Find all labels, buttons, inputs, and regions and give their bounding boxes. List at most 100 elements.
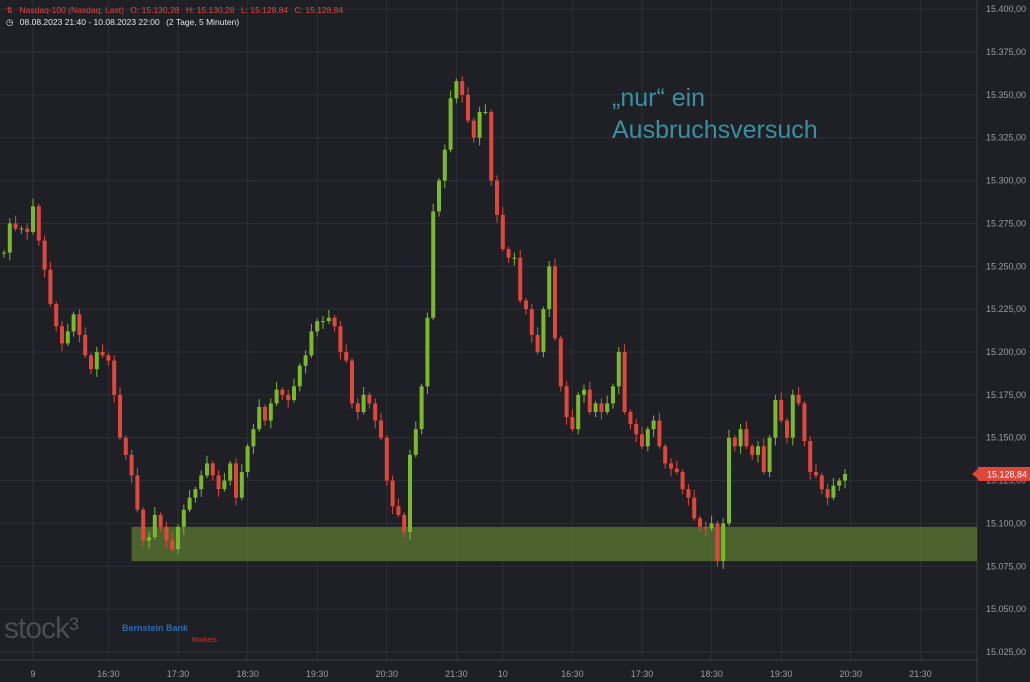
candle-body xyxy=(825,489,830,498)
candle-body xyxy=(129,454,134,476)
candle-body xyxy=(118,394,122,438)
candle-body xyxy=(709,523,714,529)
last-price-pointer xyxy=(972,468,978,479)
candle-body xyxy=(564,386,569,418)
x-tick-label: 17:30 xyxy=(167,669,190,679)
candle-body xyxy=(355,403,360,412)
candle-body xyxy=(367,394,372,404)
candle-body xyxy=(31,206,35,232)
candle-body xyxy=(106,355,111,361)
candle-body xyxy=(524,300,528,310)
candle-body xyxy=(500,214,505,250)
candle-body xyxy=(593,403,598,412)
candle-body xyxy=(796,394,801,404)
x-tick-label: 18:30 xyxy=(700,669,723,679)
candle-body xyxy=(187,497,192,510)
candle-body xyxy=(384,437,389,481)
candle-body xyxy=(158,514,163,527)
candle-body xyxy=(216,475,221,490)
candle-body xyxy=(42,240,47,270)
candle-body xyxy=(750,446,755,455)
candle-body xyxy=(506,249,511,258)
candle-body xyxy=(257,406,262,430)
candle-body xyxy=(831,485,836,498)
candle-body xyxy=(785,420,789,438)
candle-body xyxy=(466,94,470,121)
candle-body xyxy=(732,437,737,447)
candle-body xyxy=(442,149,447,181)
candle-body xyxy=(814,472,818,476)
candle-body xyxy=(89,355,93,370)
close-value: C: 15.128,84 xyxy=(294,5,344,15)
candle-body xyxy=(19,228,24,230)
candle-body xyxy=(640,434,644,447)
candle-body xyxy=(460,81,465,95)
x-tick-label: 18:30 xyxy=(236,669,259,679)
candle-body xyxy=(477,112,482,138)
y-tick-label: 15.175,00 xyxy=(986,390,1026,400)
candle-body xyxy=(541,309,546,352)
candle-body xyxy=(512,257,517,259)
x-tick-label: 19:30 xyxy=(306,669,329,679)
candle-body xyxy=(54,304,59,327)
candle-body xyxy=(657,420,662,447)
candle-body xyxy=(576,394,581,430)
candle-body xyxy=(205,463,209,476)
candle-body xyxy=(199,475,204,490)
y-tick-label: 15.375,00 xyxy=(986,47,1026,57)
candle-body xyxy=(228,463,233,481)
candle-body xyxy=(286,394,291,400)
candle-body xyxy=(361,394,366,412)
y-tick-label: 15.325,00 xyxy=(986,133,1026,143)
candle-body xyxy=(437,180,441,212)
y-tick-label: 15.275,00 xyxy=(986,218,1026,228)
candle-body xyxy=(402,514,407,532)
candle-body xyxy=(425,317,430,387)
candle-body xyxy=(13,223,18,229)
candle-body xyxy=(616,352,621,387)
candle-body xyxy=(645,429,650,447)
candle-body xyxy=(147,537,151,541)
candle-body xyxy=(669,463,673,469)
candle-body xyxy=(582,389,586,395)
candle-body xyxy=(112,360,117,395)
candle-body xyxy=(756,446,760,455)
candle-body xyxy=(222,480,227,490)
y-tick-label: 15.150,00 xyxy=(986,433,1026,443)
candle-body xyxy=(176,526,180,550)
candle-body xyxy=(263,406,267,421)
candle-body xyxy=(495,180,499,215)
candle-body xyxy=(123,437,128,455)
x-tick-label: 20:30 xyxy=(840,669,863,679)
candle-body xyxy=(251,429,256,447)
candle-body xyxy=(767,437,772,472)
candle-body xyxy=(60,326,64,344)
candle-body xyxy=(338,326,343,352)
candle-body xyxy=(2,252,6,254)
x-tick-label: 17:30 xyxy=(631,669,654,679)
candle-body xyxy=(94,352,99,370)
candle-body xyxy=(36,206,41,241)
x-tick-label: 21:30 xyxy=(909,669,932,679)
x-tick-label: 16:30 xyxy=(561,669,584,679)
last-price-label: 15.128,84 xyxy=(987,469,1027,479)
low-value: L: 15.128,84 xyxy=(240,5,289,15)
x-tick-label: 16:30 xyxy=(97,669,120,679)
instrument-name: Nasdaq-100 (Nasdaq, Last) xyxy=(19,5,124,15)
candle-body xyxy=(587,389,592,412)
candle-body xyxy=(529,309,534,335)
candle-body xyxy=(268,403,273,421)
candle-body xyxy=(680,472,685,490)
candle-body xyxy=(141,509,146,541)
candle-body xyxy=(419,386,424,430)
y-tick-label: 15.025,00 xyxy=(986,647,1026,657)
candle-body xyxy=(193,489,198,498)
instrument-ohlc-header: ⇅ Nasdaq-100 (Nasdaq, Last) O: 15.130,28… xyxy=(6,5,347,16)
candle-body xyxy=(570,417,575,430)
candle-body xyxy=(489,112,494,181)
candle-body xyxy=(7,223,12,253)
clock-icon: ◷ xyxy=(6,17,14,27)
candle-body xyxy=(599,403,604,412)
